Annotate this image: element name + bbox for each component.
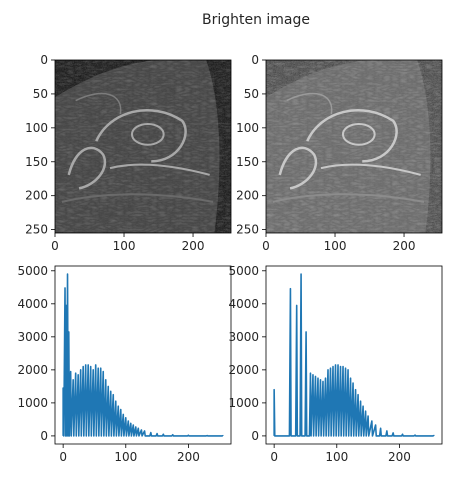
- bone-outline: [130, 122, 165, 146]
- x-tick-label: 0: [270, 450, 278, 464]
- x-tick-label: 200: [182, 239, 205, 253]
- y-tick-label: 50: [33, 87, 48, 101]
- y-tick-label: 0: [251, 53, 259, 67]
- tendon-outline: [286, 92, 333, 115]
- image-content: [266, 60, 442, 233]
- y-tick-label: 0: [40, 429, 48, 443]
- figure-title: Brighten image: [202, 12, 310, 28]
- axes-frame: [265, 59, 443, 234]
- y-tick-label: 0: [40, 53, 48, 67]
- y-tick-label: 250: [25, 223, 48, 237]
- talus-outline: [95, 109, 187, 163]
- axes-frame: [54, 265, 232, 445]
- y-tick-label: 200: [236, 189, 259, 203]
- y-tick-label: 150: [236, 155, 259, 169]
- axes-frame: [54, 59, 232, 234]
- histogram-line: [62, 273, 224, 437]
- y-tick-label: 100: [25, 121, 48, 135]
- sole-outline: [272, 193, 425, 203]
- y-tick-label: 100: [236, 121, 259, 135]
- y-tick-label: 0: [251, 429, 259, 443]
- y-tick-label: 4000: [17, 297, 48, 311]
- original-image-panel: 0 100 200 0 50 100 150 200 250: [25, 53, 232, 253]
- y-tick-label: 5000: [228, 264, 259, 278]
- talus-outline: [306, 109, 398, 163]
- tissue-texture: [55, 60, 231, 233]
- image-content: [55, 60, 231, 233]
- y-tick-label: 250: [236, 223, 259, 237]
- y-tick-label: 2000: [228, 363, 259, 377]
- tissue-texture: [266, 60, 442, 233]
- sole-outline: [61, 193, 214, 203]
- x-tick-label: 100: [113, 239, 136, 253]
- tendon-outline: [75, 92, 122, 115]
- axes-frame: [265, 265, 443, 445]
- x-tick-label: 0: [262, 239, 270, 253]
- x-tick-label: 0: [51, 239, 59, 253]
- brightened-image-panel: 0 100 200 0 50 100 150 200 250: [236, 53, 443, 253]
- calcaneus-outline: [278, 146, 318, 190]
- y-tick-label: 200: [25, 189, 48, 203]
- calcaneus-outline: [67, 146, 107, 190]
- x-tick-label: 100: [114, 450, 137, 464]
- bone-outline: [109, 163, 210, 176]
- y-tick-label: 3000: [17, 330, 48, 344]
- y-tick-label: 1000: [228, 396, 259, 410]
- x-tick-label: 0: [59, 450, 67, 464]
- y-tick-label: 1000: [17, 396, 48, 410]
- x-tick-label: 100: [325, 450, 348, 464]
- y-tick-label: 2000: [17, 363, 48, 377]
- x-tick-label: 200: [393, 239, 416, 253]
- x-tick-label: 200: [177, 450, 200, 464]
- y-tick-label: 150: [25, 155, 48, 169]
- y-tick-label: 3000: [228, 330, 259, 344]
- histogram-line: [273, 273, 435, 437]
- bone-outline: [341, 122, 376, 146]
- x-tick-label: 100: [324, 239, 347, 253]
- x-tick-label: 200: [388, 450, 411, 464]
- y-tick-label: 5000: [17, 264, 48, 278]
- bone-outline: [320, 163, 421, 176]
- y-tick-label: 4000: [228, 297, 259, 311]
- y-tick-label: 50: [244, 87, 259, 101]
